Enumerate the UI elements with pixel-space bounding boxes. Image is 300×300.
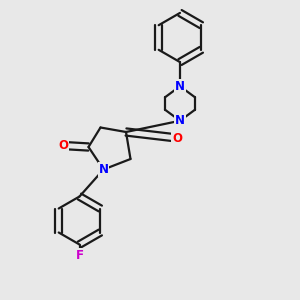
Text: O: O [172, 131, 182, 145]
Text: N: N [175, 114, 185, 127]
Text: N: N [175, 80, 185, 93]
Text: F: F [76, 249, 83, 262]
Text: O: O [58, 139, 68, 152]
Text: N: N [98, 163, 109, 176]
